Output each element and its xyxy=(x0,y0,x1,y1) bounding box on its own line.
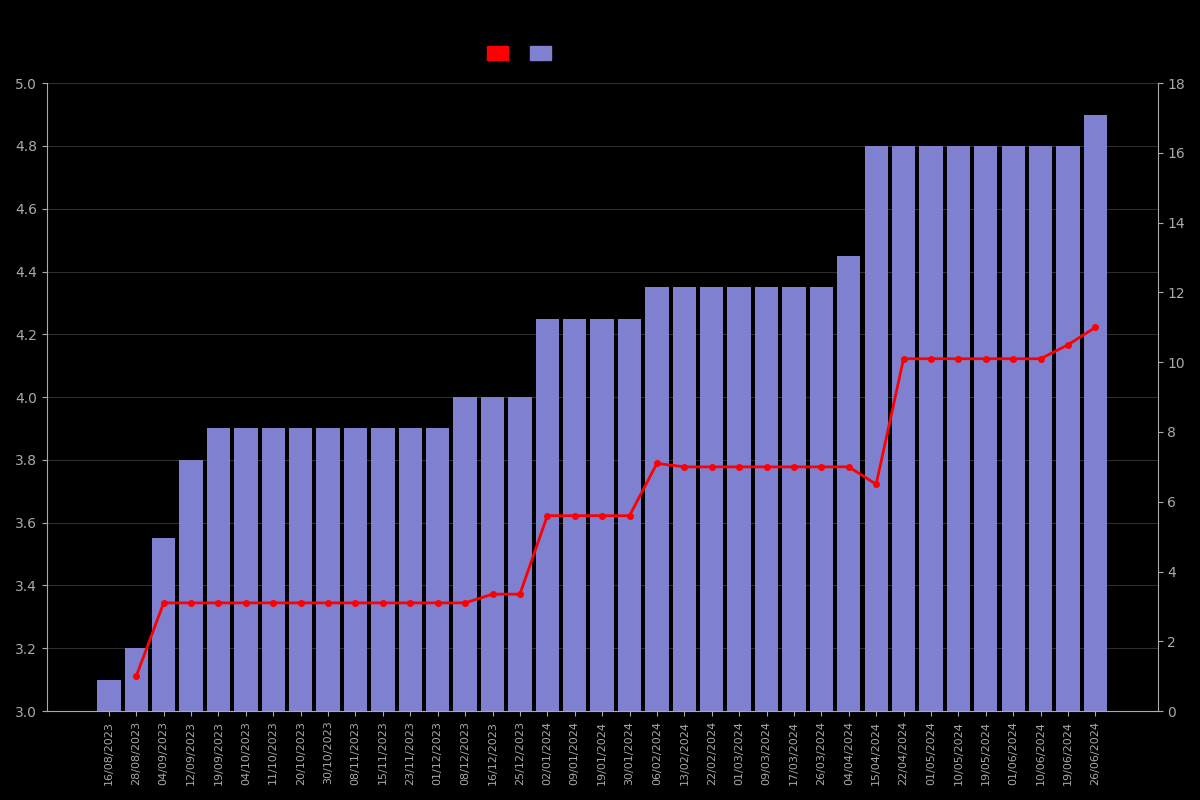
Bar xyxy=(590,318,613,711)
Bar xyxy=(1084,114,1108,711)
Bar xyxy=(152,538,175,711)
Bar xyxy=(1056,146,1080,711)
Bar xyxy=(782,287,805,711)
Bar xyxy=(125,648,148,711)
Bar xyxy=(947,146,970,711)
Bar xyxy=(864,146,888,711)
Bar xyxy=(206,429,230,711)
Bar xyxy=(481,397,504,711)
Bar xyxy=(454,397,476,711)
Bar xyxy=(535,318,559,711)
Bar xyxy=(838,256,860,711)
Bar xyxy=(646,287,668,711)
Bar xyxy=(673,287,696,711)
Bar xyxy=(398,429,422,711)
Bar xyxy=(810,287,833,711)
Bar xyxy=(426,429,449,711)
Bar xyxy=(344,429,367,711)
Legend: , : , xyxy=(487,46,562,61)
Bar xyxy=(289,429,312,711)
Bar xyxy=(1028,146,1052,711)
Bar xyxy=(892,146,916,711)
Bar xyxy=(755,287,778,711)
Bar xyxy=(234,429,258,711)
Bar xyxy=(371,429,395,711)
Bar xyxy=(700,287,724,711)
Bar xyxy=(563,318,587,711)
Bar xyxy=(974,146,997,711)
Bar xyxy=(1002,146,1025,711)
Bar xyxy=(317,429,340,711)
Bar xyxy=(618,318,641,711)
Bar xyxy=(509,397,532,711)
Bar xyxy=(180,460,203,711)
Bar xyxy=(97,680,120,711)
Bar xyxy=(919,146,943,711)
Bar xyxy=(727,287,751,711)
Bar xyxy=(262,429,284,711)
